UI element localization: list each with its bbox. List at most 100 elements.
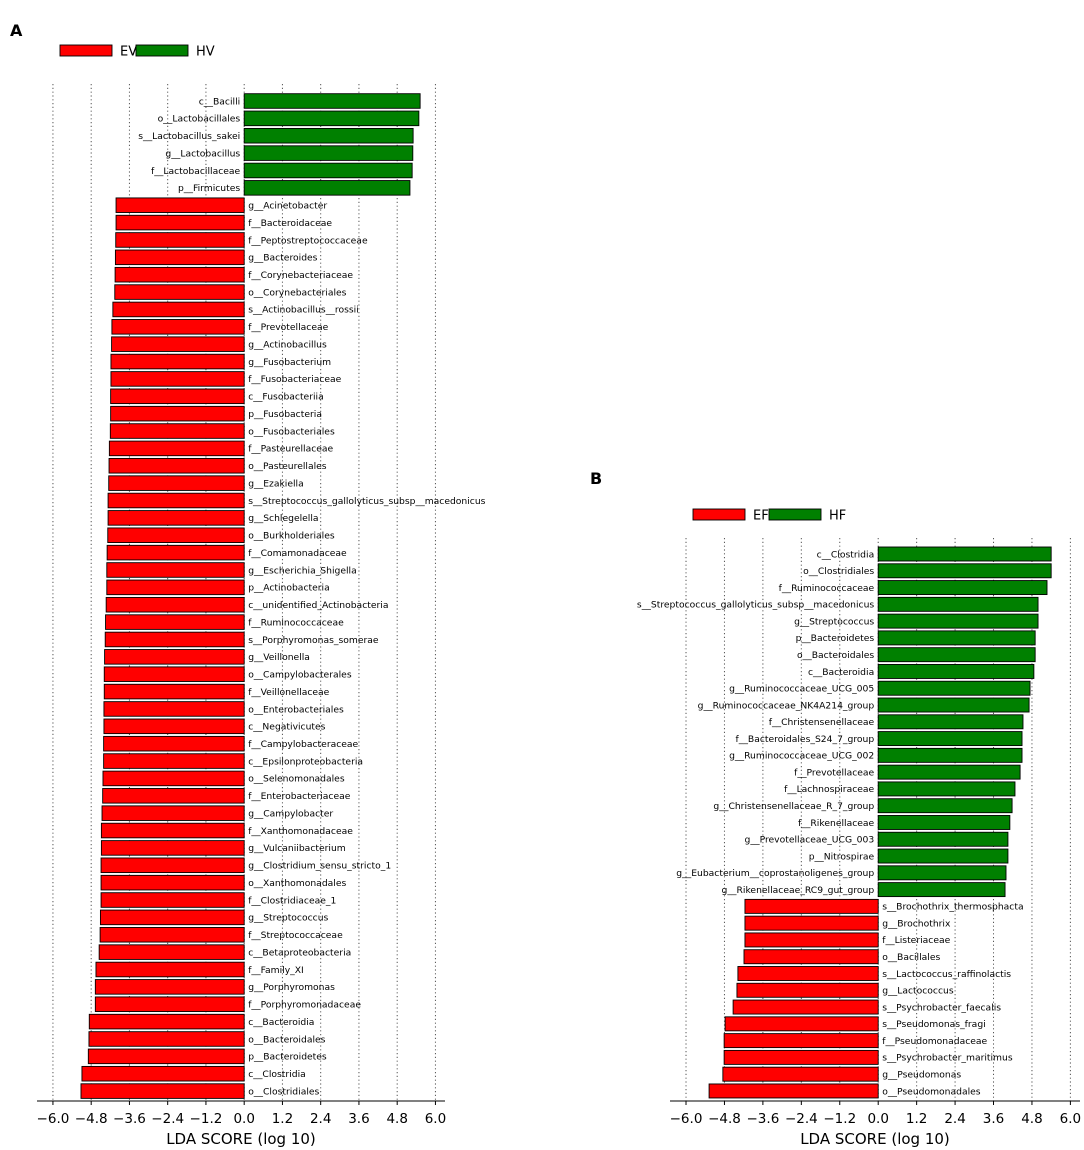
- bar-label-a-16: f__Fusobacteriaceae: [248, 374, 341, 385]
- bar-a-27: [106, 562, 245, 578]
- panel-b: B EF HF c__Clostridia o__Clostridiales f__Rum…: [590, 469, 1081, 1148]
- bar-label-a-44: g__Clostridium_sensu_stricto_1: [248, 861, 391, 872]
- bar-a-8: [115, 232, 245, 248]
- bar-a-1: [243, 110, 420, 127]
- bar-a-20: [108, 440, 245, 457]
- bar-label-a-32: g__Veillonella: [248, 652, 310, 663]
- bar-a-7: [115, 214, 245, 231]
- x-tick-label-b-2: −3.6: [747, 1111, 780, 1127]
- bar-label-a-54: o__Bacteroidales: [248, 1034, 325, 1045]
- bar-a-44: [100, 857, 245, 874]
- bar-b-18: [877, 848, 1009, 864]
- bar-label-a-20: f__Pasteurellaceae: [248, 444, 333, 455]
- bar-label-a-36: c__Negativicutes: [248, 722, 325, 733]
- bar-label-b-23: f__Listeriaceae: [882, 935, 950, 946]
- bar-a-56: [81, 1065, 245, 1082]
- bar-label-a-12: s__Actinobacillus__rossii: [248, 305, 359, 316]
- bar-b-16: [877, 815, 1011, 830]
- bar-label-a-8: f__Peptostreptococcaceae: [248, 235, 368, 246]
- bar-a-40: [102, 788, 245, 804]
- bar-b-23: [744, 932, 879, 948]
- bar-label-a-4: f__Lactobacillaceae: [151, 166, 241, 177]
- bar-label-b-7: c__Bacteroidia: [808, 667, 874, 678]
- bar-b-14: [877, 781, 1016, 797]
- bar-label-b-28: s__Pseudomonas_fragi: [882, 1019, 986, 1030]
- bar-label-a-51: g__Porphyromonas: [248, 982, 335, 993]
- bar-a-22: [108, 475, 245, 491]
- bar-label-a-33: o__Campylobacterales: [248, 670, 352, 681]
- bar-label-b-29: f__Pseudomonadaceae: [882, 1036, 987, 1047]
- bar-a-45: [100, 874, 245, 891]
- bar-a-30: [105, 614, 245, 630]
- bar-label-b-21: s__Brochothrix_thermosphacta: [882, 902, 1023, 913]
- bar-label-a-34: f__Veillonellaceae: [248, 687, 329, 698]
- legend-swatch-hf: [768, 508, 822, 521]
- bar-a-36: [103, 718, 245, 735]
- bar-label-b-31: g__Pseudomonas: [882, 1069, 961, 1080]
- bar-label-b-2: f__Ruminococcaceae: [779, 583, 875, 594]
- bar-label-b-20: g__Rikenellaceae_RC9_gut_group: [721, 885, 874, 896]
- x-tick-label-b-3: −2.4: [785, 1111, 818, 1127]
- bar-a-11: [114, 284, 245, 300]
- x-tick-label-a-2: −3.6: [113, 1111, 146, 1127]
- bar-b-22: [744, 915, 879, 931]
- bar-a-43: [100, 840, 245, 856]
- bar-label-a-1: o__Lactobacillales: [158, 114, 241, 125]
- bar-b-2: [877, 580, 1048, 596]
- x-tick-label-a-7: 2.4: [310, 1111, 331, 1127]
- bar-label-a-2: s__Lactobacillus_sakei: [138, 131, 240, 142]
- panel-a: A EV HV c__Bacilli o__Lactobacillales s__Lact…: [10, 21, 486, 1148]
- bar-a-28: [106, 579, 245, 596]
- bar-label-b-24: o__Bacillales: [882, 952, 940, 963]
- x-tick-label-a-6: 1.2: [272, 1111, 293, 1127]
- bar-label-b-19: g__Eubacterium__coprostanoligenes_group: [676, 868, 874, 879]
- bar-label-b-32: o__Pseudomonadales: [882, 1086, 981, 1097]
- bar-b-6: [877, 647, 1036, 663]
- bar-a-50: [95, 961, 245, 978]
- bar-a-0: [243, 93, 421, 109]
- bar-a-24: [107, 510, 245, 526]
- bar-label-a-49: c__Betaproteobacteria: [248, 947, 351, 958]
- bar-label-a-31: s__Porphyromonas_somerae: [248, 635, 379, 646]
- bar-a-25: [107, 527, 245, 544]
- bar-label-a-28: p__Actinobacteria: [248, 583, 330, 594]
- panel-label-a: A: [10, 21, 23, 40]
- x-tick-label-a-3: −2.4: [151, 1111, 184, 1127]
- bar-a-52: [94, 996, 245, 1012]
- bar-a-38: [103, 753, 245, 769]
- bar-label-b-25: s__Lactococcus_raffinolactis: [882, 969, 1011, 980]
- bar-a-6: [115, 197, 245, 213]
- bar-label-b-16: f__Rikenellaceae: [798, 818, 875, 829]
- x-tick-label-b-7: 2.4: [944, 1111, 965, 1127]
- x-tick-label-b-1: −4.8: [708, 1111, 741, 1127]
- bar-label-a-46: f__Clostridiaceae_1: [248, 895, 336, 906]
- bar-label-b-22: g__Brochothrix: [882, 918, 951, 929]
- bar-a-31: [104, 631, 245, 648]
- bar-label-a-27: g__Escherichia_Shigella: [248, 565, 357, 576]
- bar-a-33: [103, 666, 245, 682]
- bar-b-3: [877, 596, 1039, 612]
- bar-b-32: [708, 1083, 879, 1099]
- legend-swatch-ef: [692, 508, 746, 521]
- x-tick-label-b-0: −6.0: [670, 1111, 703, 1127]
- legend-swatch-ev: [59, 44, 113, 57]
- x-axis-label-b: LDA SCORE (log 10): [800, 1130, 950, 1148]
- bar-a-51: [94, 979, 245, 995]
- bar-label-a-23: s__Streptococcus_gallolyticus_subsp__mac…: [248, 496, 485, 507]
- bar-label-a-0: c__Bacilli: [199, 96, 240, 107]
- bar-a-3: [243, 145, 414, 161]
- bar-label-a-55: p__Bacteroidetes: [248, 1052, 327, 1063]
- x-tick-label-a-8: 3.6: [348, 1111, 369, 1127]
- bar-a-47: [99, 909, 245, 926]
- bar-label-a-3: g__Lactobacillus: [165, 148, 240, 159]
- bar-label-a-43: g__Vulcaniibacterium: [248, 843, 346, 854]
- bar-label-b-4: g__Streptococcus: [794, 616, 874, 627]
- bar-b-30: [723, 1049, 879, 1065]
- bar-label-a-24: g__Schlegelella: [248, 513, 318, 524]
- bar-a-13: [111, 319, 245, 335]
- bar-label-b-15: g__Christensenellaceae_R_7_group: [713, 801, 874, 812]
- bar-a-49: [98, 944, 245, 960]
- bar-label-a-13: f__Prevotellaceae: [248, 322, 328, 333]
- bar-label-b-10: f__Christensenellaceae: [769, 717, 875, 728]
- bar-a-2: [243, 127, 414, 144]
